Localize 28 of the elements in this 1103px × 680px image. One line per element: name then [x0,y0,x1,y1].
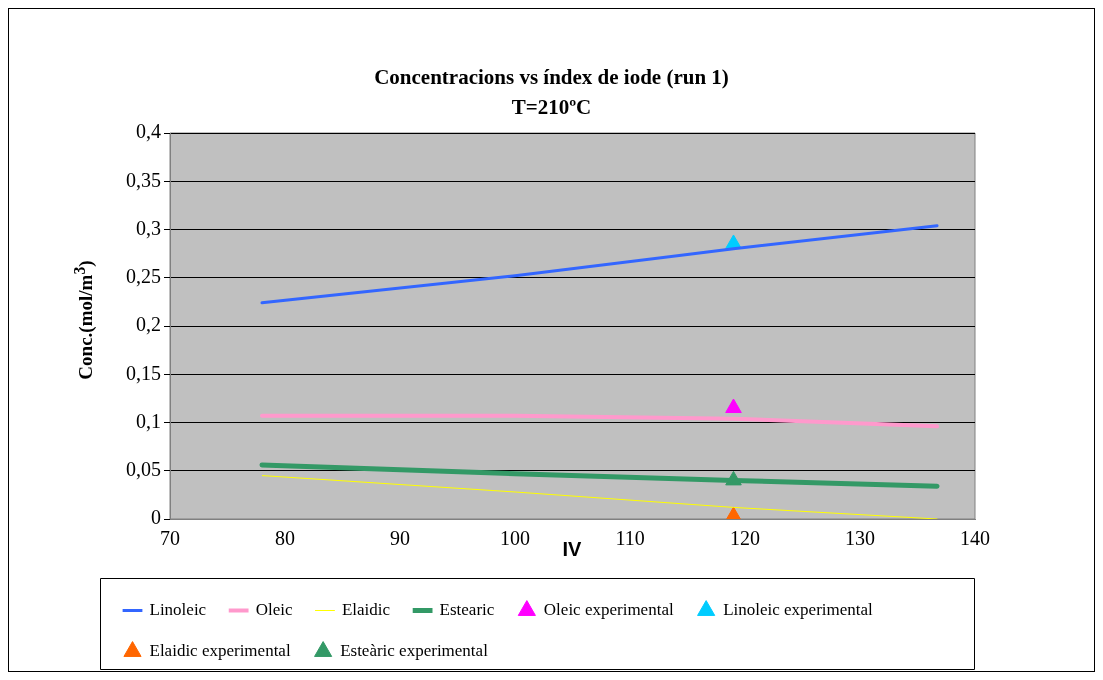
y-tick-label: 0,4 [136,120,161,143]
y-tick-label: 0 [151,506,161,529]
legend-label: Elaidic [341,599,391,619]
y-tick-label: 0,2 [136,313,161,336]
x-tick-label: 100 [500,527,530,550]
legend-label: Linoleic experimental [723,599,874,619]
y-tick-label: 0,3 [136,216,161,239]
x-tick-label: 130 [845,527,875,550]
y-tick-label: 0,05 [126,458,161,480]
y-tick-label: 0,25 [126,265,161,287]
legend-label: Oleic experimental [543,599,674,619]
x-axis-title: IV [562,538,582,561]
y-tick-label: 0,35 [126,168,161,191]
x-tick-label: 110 [615,527,645,550]
x-tick-label: 90 [390,527,410,550]
legend-label: Oleic [255,599,293,619]
chart-title: Concentracions vs índex de iode (run 1) [373,64,730,91]
legend-label: Esteàric experimental [340,640,489,660]
legend-label: Estearic [439,599,495,619]
x-tick-label: 120 [730,527,760,550]
chart-subtitle: T=210ºC [510,94,593,121]
x-tick-label: 70 [160,527,180,550]
y-tick-label: 0,15 [126,361,161,384]
legend-label: Linoleic [149,599,207,619]
x-tick-label: 80 [275,527,295,550]
x-tick-label: 140 [960,527,990,550]
legend-label: Elaidic experimental [149,640,291,660]
y-tick-label: 0,1 [136,409,161,432]
